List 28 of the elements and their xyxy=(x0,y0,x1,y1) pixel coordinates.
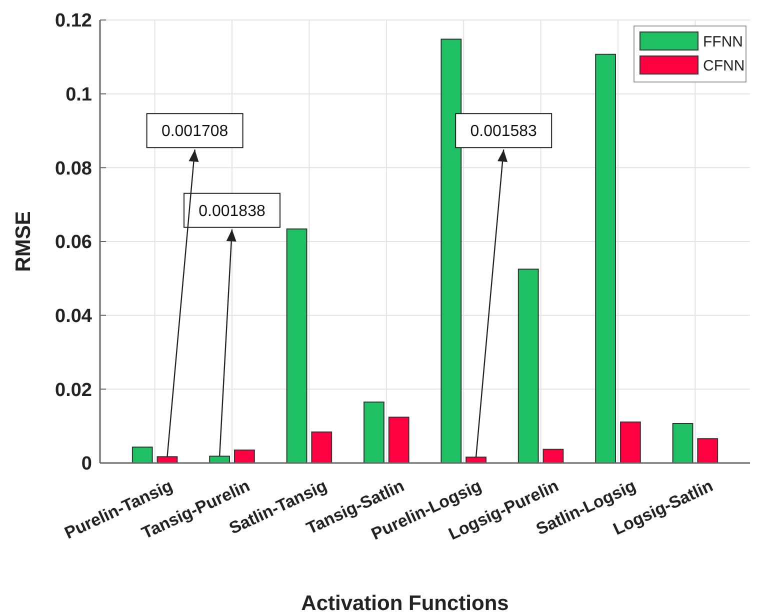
legend-label: CFNN xyxy=(703,57,745,74)
bar xyxy=(388,416,410,464)
bar xyxy=(620,422,641,464)
legend-label: FFNN xyxy=(703,33,743,50)
bar xyxy=(209,456,230,464)
y-tick-label: 0.1 xyxy=(66,84,92,106)
y-tick-label: 0 xyxy=(81,454,92,475)
bar xyxy=(440,38,462,464)
data-label: 0.001838 xyxy=(198,202,266,220)
bar xyxy=(697,438,718,464)
bar xyxy=(518,268,539,464)
y-axis-title: RMSE xyxy=(12,211,35,272)
y-tick-label: 0.08 xyxy=(55,158,92,180)
bar xyxy=(672,423,694,464)
y-tick-label: 0.04 xyxy=(55,306,92,327)
x-axis-title: Activation Functions xyxy=(301,592,509,615)
bar xyxy=(311,431,332,464)
bar xyxy=(234,450,255,464)
bar xyxy=(132,446,153,464)
bar xyxy=(286,228,308,464)
y-tick-label: 0.06 xyxy=(55,232,92,254)
y-tick-label: 0.12 xyxy=(55,10,92,32)
bar xyxy=(542,448,564,464)
bar xyxy=(364,402,384,464)
data-label: 0.001708 xyxy=(161,123,228,140)
bar xyxy=(595,54,616,464)
y-tick-label: 0.02 xyxy=(55,380,92,401)
data-label: 0.001583 xyxy=(470,123,538,140)
